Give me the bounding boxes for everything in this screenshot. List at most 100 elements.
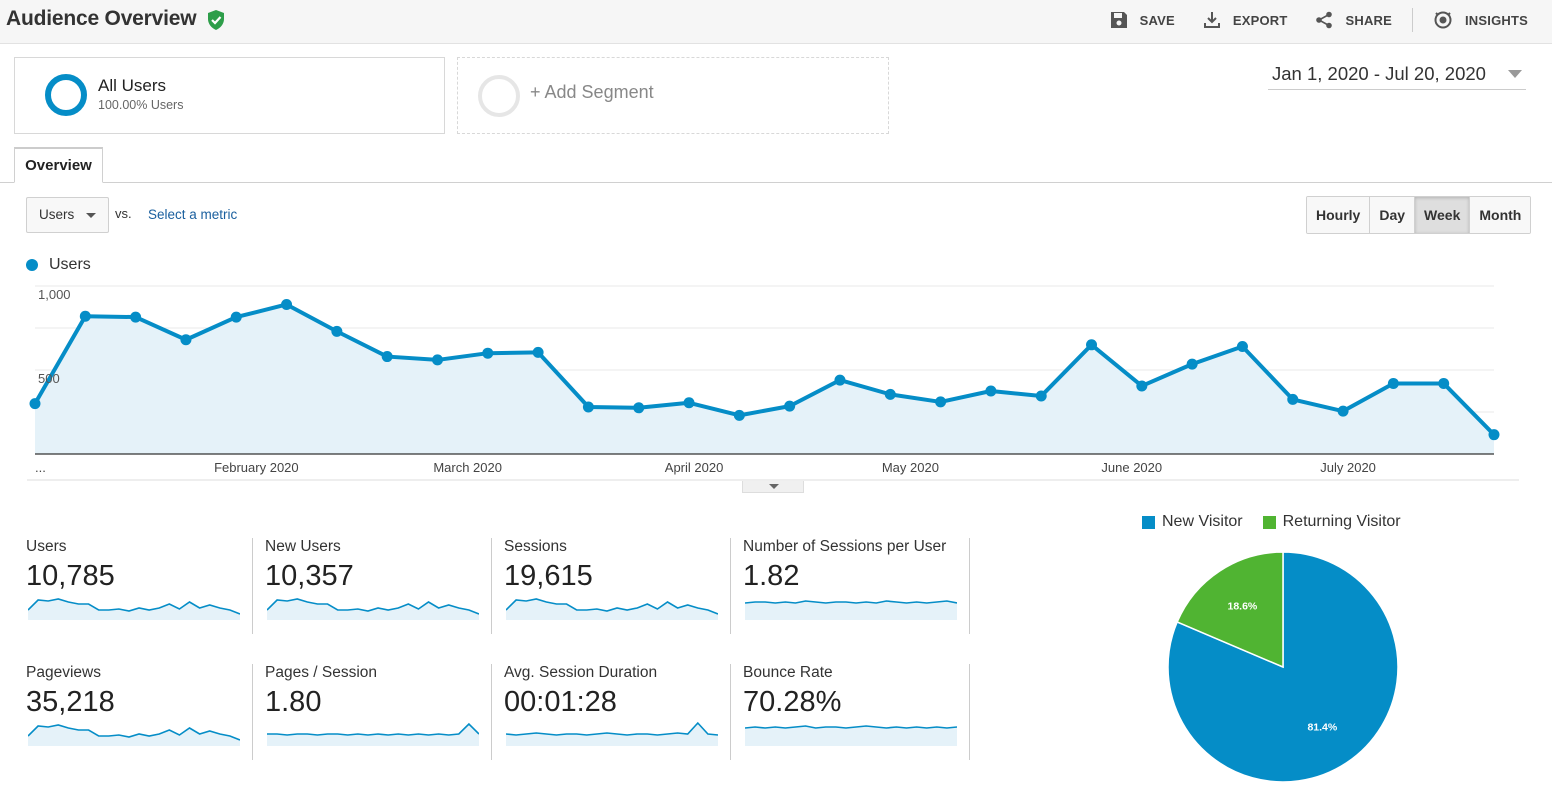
save-label: SAVE: [1139, 12, 1175, 28]
legend-label: Users: [49, 256, 91, 273]
date-range-picker[interactable]: Jan 1, 2020 - Jul 20, 2020: [1268, 60, 1526, 90]
users-data-point[interactable]: [582, 401, 594, 413]
insights-button[interactable]: INSIGHTS: [1433, 10, 1528, 30]
add-segment-label: + Add Segment: [530, 82, 654, 102]
metric-dropdown[interactable]: Users: [26, 197, 109, 233]
sparkline: [267, 598, 479, 620]
scorecard-label: Bounce Rate: [743, 664, 833, 681]
pie-legend-item-returning: Returning Visitor: [1262, 513, 1401, 531]
users-data-point[interactable]: [935, 396, 947, 408]
users-data-point[interactable]: [1035, 390, 1047, 402]
users-data-point[interactable]: [130, 311, 142, 323]
sparkline: [745, 725, 957, 746]
segment-all-users[interactable]: All Users 100.00% Users: [14, 57, 445, 134]
scorecard-divider: [491, 664, 492, 760]
scorecard[interactable]: New Users 10,357: [265, 538, 489, 634]
scorecard[interactable]: Bounce Rate 70.28%: [743, 664, 967, 760]
users-data-point[interactable]: [230, 311, 242, 323]
users-data-point[interactable]: [281, 298, 293, 310]
chart-collapse-toggle[interactable]: [742, 481, 804, 493]
select-metric-link[interactable]: Select a metric: [148, 207, 238, 222]
users-data-point[interactable]: [29, 398, 41, 410]
users-data-point[interactable]: [1387, 377, 1399, 389]
users-data-point[interactable]: [1438, 377, 1450, 389]
sparkline: [745, 600, 957, 620]
users-data-point[interactable]: [1287, 393, 1299, 405]
scorecard[interactable]: Pageviews 35,218: [26, 664, 250, 760]
tab-overview[interactable]: Overview: [14, 147, 103, 183]
pie-legend-item-new: New Visitor: [1142, 513, 1243, 531]
insights-label: INSIGHTS: [1465, 12, 1528, 28]
scorecard-divider: [730, 664, 731, 760]
scorecard[interactable]: Avg. Session Duration 00:01:28: [504, 664, 728, 760]
caret-down-icon: [86, 213, 96, 218]
sparkline-area: [506, 723, 718, 746]
users-data-point[interactable]: [180, 334, 192, 346]
users-data-point[interactable]: [985, 385, 997, 397]
download-icon: [1203, 12, 1220, 28]
users-data-point[interactable]: [633, 402, 645, 414]
users-data-point[interactable]: [1086, 339, 1098, 351]
sparkline: [267, 722, 479, 746]
scorecard-value: 10,357: [265, 560, 354, 592]
users-data-point[interactable]: [1236, 340, 1248, 352]
pie-slice[interactable]: [1167, 551, 1399, 783]
users-data-point[interactable]: [482, 347, 494, 359]
vs-label: vs.: [115, 206, 132, 221]
users-data-point[interactable]: [1337, 405, 1349, 417]
users-data-point[interactable]: [1136, 380, 1148, 392]
sparkline-line: [745, 600, 957, 604]
insights-icon: [1434, 11, 1452, 29]
scorecard-value: 19,615: [504, 560, 593, 592]
share-button[interactable]: SHARE: [1315, 11, 1392, 29]
share-icon: [1316, 11, 1333, 29]
swatch-new-visitor: [1142, 515, 1155, 529]
sparkline-line: [28, 598, 240, 615]
pie-slice[interactable]: [1176, 551, 1284, 669]
users-data-point[interactable]: [532, 346, 544, 358]
scorecard-value: 00:01:28: [504, 686, 617, 718]
export-button[interactable]: EXPORT: [1203, 11, 1288, 29]
save-button[interactable]: SAVE: [1110, 11, 1175, 29]
users-series-line: [33, 302, 1496, 437]
users-data-point[interactable]: [1186, 358, 1198, 370]
sparkline: [28, 598, 240, 620]
sparkline-line: [267, 598, 479, 615]
scorecard[interactable]: Users 10,785: [26, 538, 250, 634]
scorecard-label: Pages / Session: [265, 664, 378, 681]
scorecard[interactable]: Sessions 19,615: [504, 538, 728, 634]
users-data-point[interactable]: [331, 325, 343, 337]
sparkline-area: [745, 726, 957, 746]
scorecard[interactable]: Pages / Session 1.80: [265, 664, 489, 760]
scorecard-divider: [730, 538, 731, 634]
sparkline-line: [506, 598, 718, 615]
x-tick-label: March 2020: [433, 460, 502, 475]
x-tick-label: July 2020: [1320, 460, 1376, 475]
action-divider: [1412, 8, 1413, 32]
scorecard-value: 35,218: [26, 686, 115, 718]
users-data-point[interactable]: [79, 310, 91, 322]
scorecard-divider: [252, 538, 253, 634]
granularity-day-button[interactable]: Day: [1370, 197, 1416, 233]
granularity-hourly-button[interactable]: Hourly: [1307, 197, 1371, 233]
page-title: Audience Overview: [6, 7, 197, 30]
save-icon: [1110, 12, 1127, 28]
pie-slice-label: 81.4%: [1307, 721, 1337, 733]
users-data-point[interactable]: [834, 374, 846, 386]
users-data-point[interactable]: [784, 400, 796, 412]
granularity-month-button[interactable]: Month: [1470, 197, 1531, 233]
granularity-week-button[interactable]: Week: [1415, 197, 1471, 233]
scorecard-label: Number of Sessions per User: [743, 538, 947, 555]
users-data-point[interactable]: [733, 409, 745, 421]
users-data-point[interactable]: [431, 354, 443, 366]
users-data-point[interactable]: [683, 397, 695, 409]
users-data-point[interactable]: [1488, 429, 1500, 441]
add-segment-button[interactable]: + Add Segment: [457, 57, 889, 134]
page-header: Audience Overview SAVE EXPORT: [0, 0, 1552, 44]
users-data-point[interactable]: [381, 351, 393, 363]
scorecard[interactable]: Number of Sessions per User 1.82: [743, 538, 967, 634]
sparkline-line: [28, 724, 240, 741]
sparkline: [506, 598, 718, 620]
caret-down-icon: [769, 484, 779, 489]
users-data-point[interactable]: [884, 388, 896, 400]
